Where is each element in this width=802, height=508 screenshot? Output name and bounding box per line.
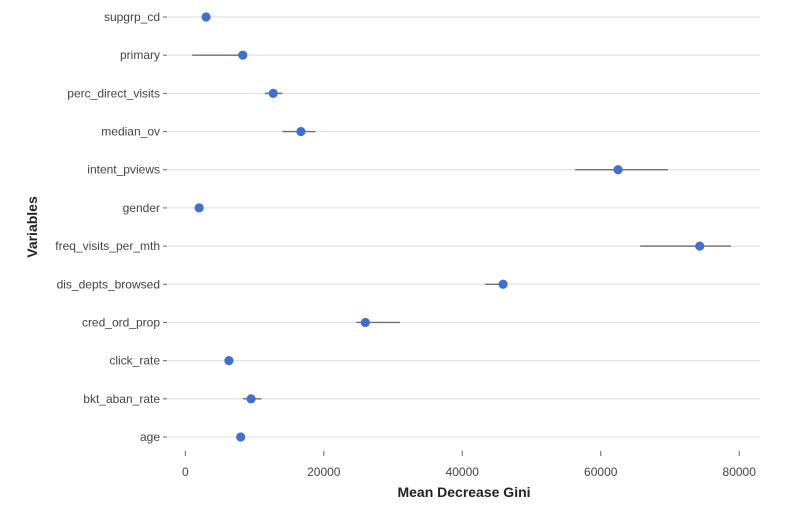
y-axis-title: Variables <box>24 196 40 258</box>
data-point <box>296 126 306 137</box>
y-tick-label: perc_direct_visits <box>67 86 160 100</box>
data-point <box>238 50 248 60</box>
y-tick-label: freq_visits_per_mth <box>55 239 160 253</box>
data-point <box>201 12 211 22</box>
y-tick-label: age <box>140 430 160 444</box>
x-tick-label: 40000 <box>446 465 480 479</box>
y-tick-label: dis_depts_browsed <box>57 277 160 291</box>
data-point <box>246 394 256 404</box>
y-tick-label: click_rate <box>109 354 160 368</box>
y-tick-label: gender <box>123 201 160 215</box>
y-tick-label: median_ov <box>101 125 160 139</box>
x-tick-labels: 0 20000 40000 60000 80000 <box>182 451 756 479</box>
data-point <box>236 432 246 442</box>
data-point <box>695 241 705 251</box>
data-point <box>268 88 278 98</box>
points <box>194 12 705 442</box>
y-tick-label: cred_ord_prop <box>82 315 160 329</box>
data-point <box>498 279 508 289</box>
x-tick-label: 80000 <box>723 465 757 479</box>
gridlines <box>168 16 760 438</box>
y-tick-label: intent_pviews <box>87 163 160 177</box>
x-axis-title: Mean Decrease Gini <box>397 484 530 500</box>
y-tick-label: primary <box>120 48 160 62</box>
error-bars <box>192 16 731 438</box>
data-point <box>613 165 623 175</box>
y-tick-label: bkt_aban_rate <box>83 392 160 406</box>
x-tick-label: 20000 <box>307 465 341 479</box>
x-tick-label: 60000 <box>584 465 618 479</box>
data-point <box>360 317 370 328</box>
x-tick-label: 0 <box>182 465 189 479</box>
data-point <box>194 203 204 213</box>
y-tick-label: supgrp_cd <box>104 10 160 24</box>
data-point <box>224 356 234 366</box>
